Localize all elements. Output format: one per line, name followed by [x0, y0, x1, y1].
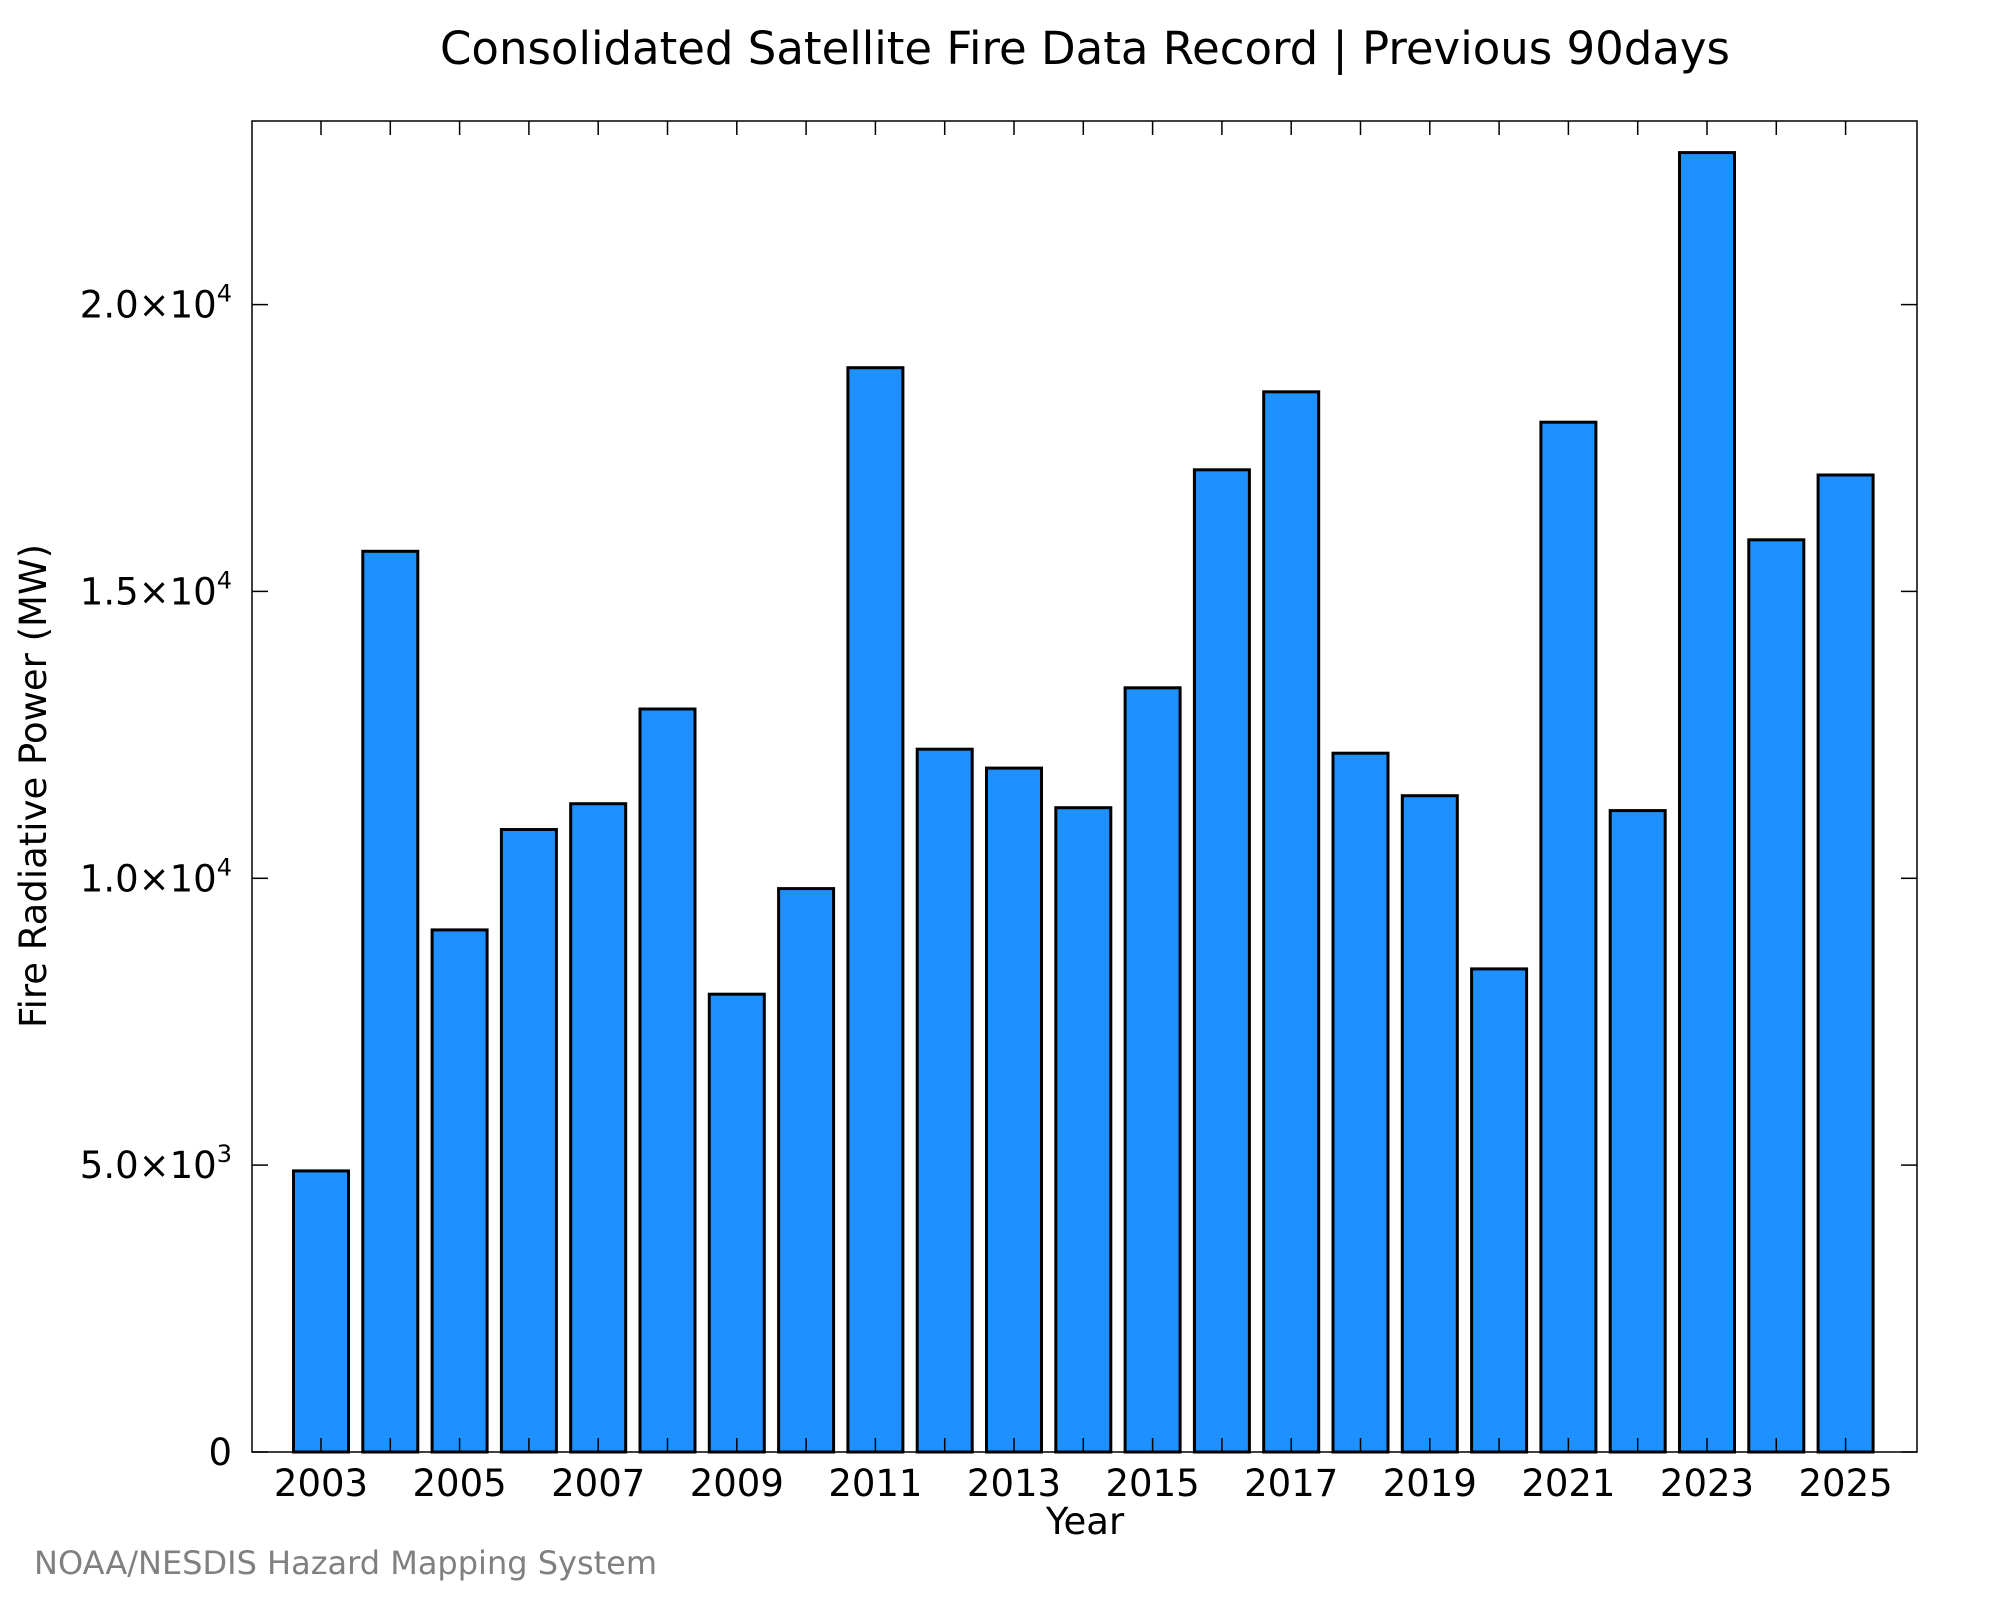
x-axis-label: Year [1045, 1500, 1125, 1543]
bar-2008 [638, 707, 697, 1454]
bar-2007 [569, 802, 628, 1454]
bar-2017 [1262, 390, 1321, 1454]
x-tick-label-2019: 2019 [1383, 1462, 1477, 1505]
y-tick-label-20000: 2.0×104 [80, 280, 232, 327]
x-tick-label-2017: 2017 [1244, 1462, 1338, 1505]
x-tick-label-2009: 2009 [690, 1462, 784, 1505]
x-tick-label-2005: 2005 [413, 1462, 507, 1505]
bar-2018 [1331, 751, 1390, 1454]
bar-2019 [1400, 794, 1459, 1454]
y-tick-label-15000: 1.5×104 [80, 566, 232, 613]
bar-2015 [1123, 686, 1182, 1454]
x-tick-label-2015: 2015 [1106, 1462, 1200, 1505]
bar-2025 [1816, 473, 1875, 1454]
bar-2020 [1470, 967, 1529, 1454]
bar-2009 [707, 992, 766, 1454]
x-tick-label-2021: 2021 [1521, 1462, 1615, 1505]
bar-2013 [985, 766, 1043, 1454]
y-tick-label-0: 0 [208, 1431, 232, 1474]
x-tick-label-2007: 2007 [551, 1462, 645, 1505]
y-tick-label-5000: 5.0×103 [80, 1140, 232, 1187]
bar-2021 [1539, 420, 1598, 1454]
x-tick-label-2011: 2011 [828, 1462, 922, 1505]
bar-2006 [499, 828, 558, 1454]
x-tick-label-2003: 2003 [274, 1462, 368, 1505]
x-tick-label-2023: 2023 [1660, 1462, 1754, 1505]
bars-layer [292, 151, 1875, 1454]
bar-2024 [1747, 538, 1806, 1454]
x-tick-labels: 2003 2005 2007 2009 2011 2013 2015 2017 2019 2021… [274, 1462, 1893, 1505]
bar-2005 [430, 928, 489, 1454]
bar-2003 [292, 1169, 350, 1454]
credit-text: NOAA/NESDIS Hazard Mapping System [34, 1544, 657, 1582]
bar-2011 [846, 366, 905, 1454]
plot-frame [251, 120, 1918, 1453]
bar-2012 [915, 747, 974, 1454]
bar-2016 [1192, 468, 1251, 1454]
chart-title: Consolidated Satellite Fire Data Record … [440, 22, 1730, 75]
y-tick-labels: 0 5.0×103 1.0×104 1.5×104 2.0×104 [80, 280, 232, 1474]
bar-2014 [1054, 806, 1113, 1454]
bar-2010 [777, 887, 836, 1454]
x-tick-label-2013: 2013 [967, 1462, 1061, 1505]
y-tick-label-10000: 1.0×104 [80, 853, 232, 900]
bar-2022 [1608, 809, 1667, 1454]
y-axis-label: Fire Radiative Power (MW) [12, 544, 55, 1028]
x-tick-label-2025: 2025 [1799, 1462, 1893, 1505]
bar-2004 [361, 549, 420, 1454]
bar-2023 [1678, 151, 1736, 1454]
